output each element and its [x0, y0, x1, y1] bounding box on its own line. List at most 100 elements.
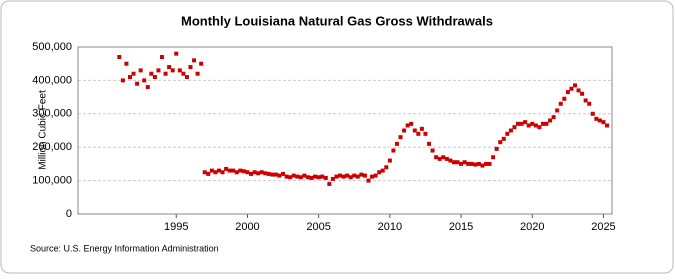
point: [512, 125, 517, 130]
point: [448, 158, 453, 163]
x-tick-label: 2010: [378, 221, 402, 233]
x-tick-label: 2000: [235, 221, 259, 233]
point: [416, 131, 421, 136]
point: [548, 118, 553, 123]
point: [206, 171, 211, 176]
point: [587, 101, 592, 106]
point: [220, 170, 225, 175]
chart-title: Monthly Louisiana Natural Gas Gross With…: [181, 13, 493, 28]
point: [597, 118, 602, 123]
point: [131, 71, 136, 76]
point: [427, 141, 432, 146]
point: [558, 101, 563, 106]
point: [537, 125, 542, 130]
y-tick-label: 200,000: [32, 141, 72, 153]
point: [576, 88, 581, 93]
point: [394, 141, 399, 146]
point: [284, 174, 289, 179]
point: [330, 176, 335, 181]
point: [216, 168, 221, 173]
point: [430, 148, 435, 153]
point: [348, 175, 353, 180]
point: [437, 156, 442, 161]
point: [234, 170, 239, 175]
point: [451, 160, 456, 165]
x-tick-label: 2005: [306, 221, 330, 233]
x-tick-label: 2020: [520, 221, 544, 233]
point: [341, 174, 346, 179]
point: [370, 174, 375, 179]
point: [352, 173, 357, 178]
point: [480, 163, 485, 168]
point: [530, 121, 535, 126]
point: [227, 168, 232, 173]
y-tick-label: 500,000: [32, 41, 72, 53]
x-tick-label: 1995: [164, 221, 188, 233]
point: [466, 161, 471, 166]
point: [174, 51, 179, 56]
y-tick-label: 0: [66, 208, 72, 220]
point: [259, 170, 264, 175]
point: [583, 98, 588, 103]
point: [491, 155, 496, 160]
point: [359, 172, 364, 177]
point: [405, 123, 410, 128]
point: [377, 170, 382, 175]
point: [163, 71, 168, 76]
point: [469, 161, 474, 166]
point: [526, 123, 531, 128]
point: [508, 128, 513, 133]
point: [170, 68, 175, 73]
point: [127, 75, 132, 80]
point: [188, 65, 193, 70]
point: [231, 168, 236, 173]
point: [551, 115, 556, 120]
point: [213, 170, 218, 175]
point: [501, 136, 506, 141]
point: [117, 55, 122, 60]
point: [145, 85, 150, 90]
point: [184, 75, 189, 80]
point: [334, 174, 339, 179]
point: [323, 175, 328, 180]
point: [455, 160, 460, 165]
point: [487, 161, 492, 166]
point: [533, 123, 538, 128]
point: [483, 161, 488, 166]
point: [202, 170, 207, 175]
point: [199, 61, 204, 66]
y-axis-label: Million Cubic Feet: [38, 90, 49, 170]
point: [316, 175, 321, 180]
point: [252, 170, 257, 175]
point: [590, 111, 595, 116]
point: [441, 155, 446, 160]
point: [444, 156, 449, 161]
point: [177, 68, 182, 73]
point: [544, 121, 549, 126]
point: [398, 135, 403, 140]
point: [434, 155, 439, 160]
point: [580, 91, 585, 96]
point: [380, 168, 385, 173]
point: [498, 140, 503, 145]
point: [366, 178, 371, 183]
point: [338, 173, 343, 178]
point: [409, 121, 414, 126]
point: [605, 123, 610, 128]
point: [313, 174, 318, 179]
point: [355, 174, 360, 179]
point: [277, 173, 282, 178]
point: [142, 78, 147, 83]
point: [423, 131, 428, 136]
point: [302, 173, 307, 178]
point: [516, 121, 521, 126]
point: [402, 128, 407, 133]
point: [320, 174, 325, 179]
point: [135, 81, 140, 86]
point: [305, 175, 310, 180]
point: [273, 172, 278, 177]
x-tick-label: 2025: [591, 221, 615, 233]
point: [298, 175, 303, 180]
plot-area: [77, 46, 613, 215]
